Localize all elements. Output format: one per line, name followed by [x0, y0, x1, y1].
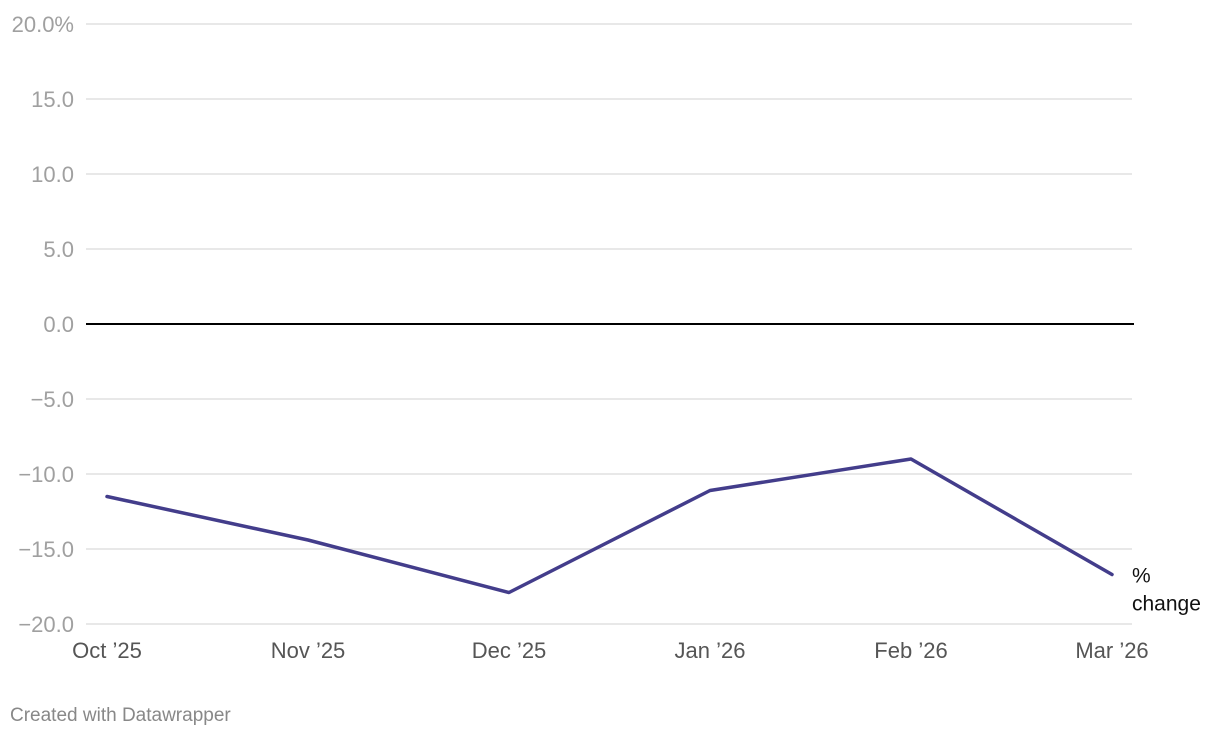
x-tick-label: Jan ’26: [675, 638, 746, 663]
y-tick-label: −20.0: [18, 612, 74, 637]
datawrapper-credit: Created with Datawrapper: [10, 705, 231, 726]
y-tick-label: 15.0: [31, 87, 74, 112]
series-label: % change: [1132, 565, 1201, 616]
y-tick-label: −15.0: [18, 537, 74, 562]
x-tick-label: Dec ’25: [472, 638, 547, 663]
gridlines: [86, 23, 1132, 625]
y-tick-label: 20.0%: [12, 12, 74, 37]
x-tick-label: Oct ’25: [72, 638, 142, 663]
series-line: [105, 457, 1114, 595]
series-label-line: %: [1132, 565, 1151, 588]
y-tick-label: 0.0: [43, 312, 74, 337]
x-tick-label: Nov ’25: [271, 638, 346, 663]
y-tick-label: 5.0: [43, 237, 74, 262]
series-lines: [105, 457, 1114, 595]
y-tick-label: −5.0: [31, 387, 74, 412]
x-axis-tick-labels: Oct ’25 Nov ’25 Dec ’25 Jan ’26 Feb ’26 Mar ’…: [72, 638, 1149, 663]
y-tick-label: 10.0: [31, 162, 74, 187]
x-tick-label: Feb ’26: [874, 638, 947, 663]
y-axis-tick-labels: 20.0% 15.0 10.0 5.0 0.0 −5.0 −10.0 −15.0 −20.0: [12, 12, 74, 637]
series-label-line: change: [1132, 593, 1201, 616]
y-tick-label: −10.0: [18, 462, 74, 487]
x-tick-label: Mar ’26: [1075, 638, 1148, 663]
line-chart: 20.0% 15.0 10.0 5.0 0.0 −5.0 −10.0 −15.0 −20.0 O…: [12, 12, 1201, 663]
series-labels: % change: [1132, 565, 1201, 616]
